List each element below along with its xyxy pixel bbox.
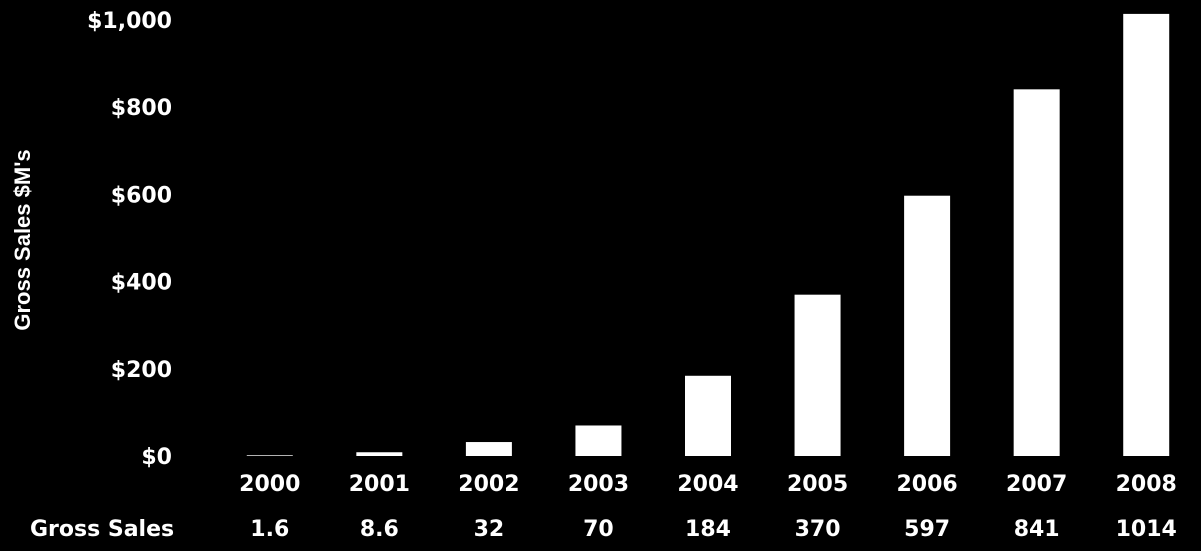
bar-2005 [794,294,841,456]
y-tick-label: $1,000 [87,9,172,34]
bar-2007 [1013,89,1060,456]
data-table-value: 184 [685,517,731,542]
data-table-value: 8.6 [360,517,399,542]
data-table-value: 32 [474,517,505,542]
y-axis-title: Gross Sales $M's [10,149,35,330]
bar-2002 [465,442,512,456]
x-axis-ticks: 2000 2001 2002 2003 2004 2005 2006 2007 2008 [239,472,1177,497]
data-table-row-label: Gross Sales [30,517,174,542]
data-table-values: 1.6 8.6 32 70 184 370 597 841 1014 [250,517,1177,542]
data-table-value: 370 [795,517,841,542]
x-tick-label: 2002 [458,472,519,497]
x-tick-label: 2008 [1116,472,1177,497]
bars-group [246,13,1170,457]
data-table-value: 597 [904,517,950,542]
x-tick-label: 2001 [349,472,410,497]
data-table-value: 70 [583,517,614,542]
y-tick-label: $600 [111,183,172,208]
x-tick-label: 2007 [1006,472,1067,497]
x-tick-label: 2004 [677,472,738,497]
y-tick-label: $400 [111,271,172,296]
bar-2008 [1123,13,1170,457]
y-tick-label: $800 [111,96,172,121]
data-table-value: 1014 [1116,517,1177,542]
x-tick-label: 2003 [568,472,629,497]
bar-2006 [904,195,951,456]
y-tick-label: $200 [111,358,172,383]
x-tick-label: 2000 [239,472,300,497]
y-axis-ticks: $0 $200 $400 $600 $800 $1,000 [87,9,172,470]
bar-2000 [246,455,293,456]
bar-2001 [356,452,403,456]
y-tick-label: $0 [141,445,172,470]
x-tick-label: 2006 [896,472,957,497]
bar-2004 [685,375,731,456]
x-tick-label: 2005 [787,472,848,497]
data-table-value: 1.6 [250,517,289,542]
bar-2003 [575,425,622,456]
data-table-value: 841 [1014,517,1060,542]
